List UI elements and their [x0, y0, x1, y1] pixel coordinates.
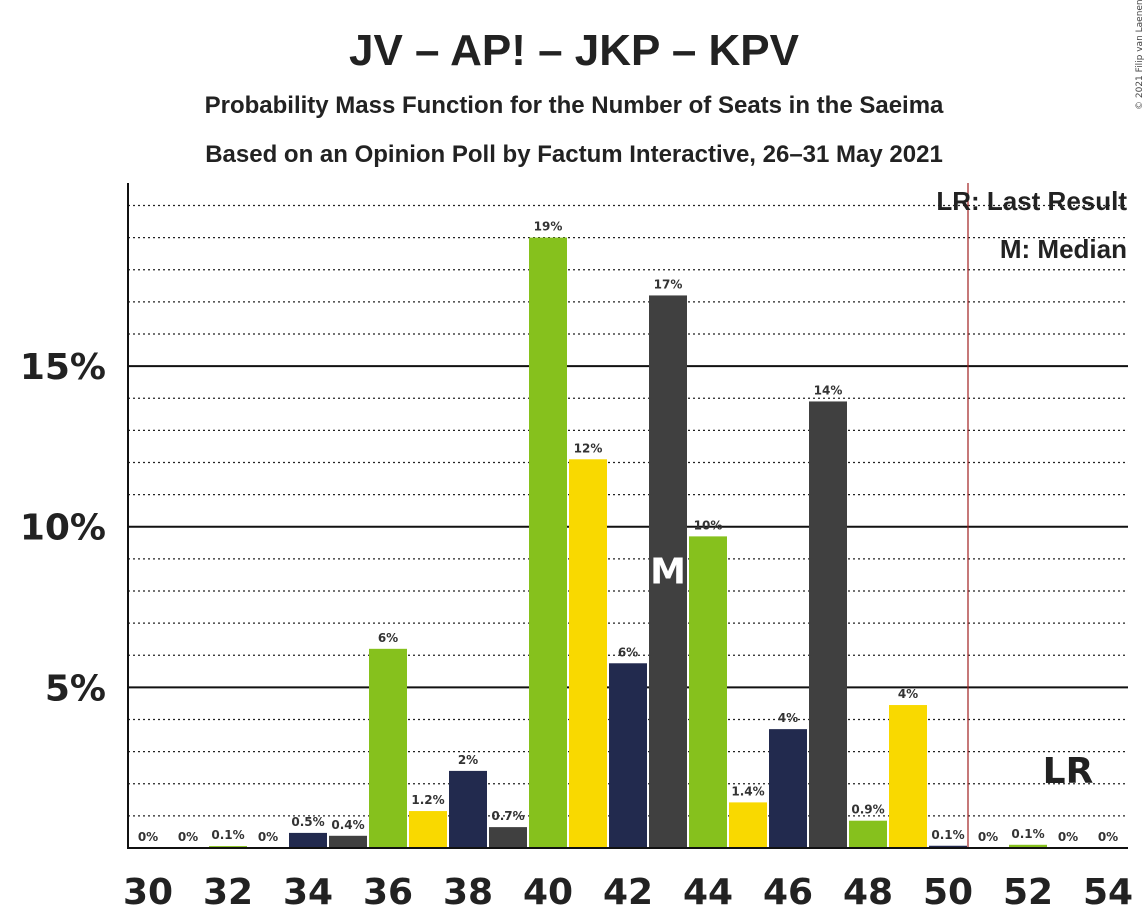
x-tick-label: 36: [363, 872, 413, 913]
data-label-seat-43: 17%: [654, 277, 683, 291]
x-tick-label: 30: [123, 872, 173, 913]
y-tick-label: 10%: [20, 508, 106, 549]
y-tick-label: 15%: [20, 347, 106, 388]
data-label-seat-31: 0%: [178, 830, 198, 844]
data-label-seat-50: 0.1%: [931, 828, 964, 842]
data-label-seat-54: 0%: [1098, 830, 1118, 844]
data-label-seat-44: 10%: [694, 518, 723, 532]
bar-seat-35: [329, 835, 367, 848]
data-label-seat-51: 0%: [978, 830, 998, 844]
copyright-note: © 2021 Filip van Laenen: [1135, 0, 1145, 110]
data-label-seat-46: 4%: [778, 711, 798, 725]
bar-seat-38: [449, 770, 487, 848]
data-label-seat-48: 0.9%: [851, 803, 884, 817]
chart-subtitle: Probability Mass Function for the Number…: [205, 92, 944, 119]
data-label-seat-53: 0%: [1058, 830, 1078, 844]
bar-seat-47: [809, 401, 847, 848]
data-labels-group: 0% 0% 0.1% 0% 0.5% 0.4% 6% 1.2% 2% 0.7% 19% 12% 6% 17…: [138, 220, 1118, 844]
data-label-seat-37: 1.2%: [411, 793, 444, 807]
bar-seat-48: [849, 820, 887, 848]
data-label-seat-52: 0.1%: [1011, 827, 1044, 841]
x-tick-label: 44: [683, 872, 733, 913]
data-label-seat-35: 0.4%: [331, 818, 364, 832]
data-label-seat-38: 2%: [458, 753, 478, 767]
chart-subtitle-poll: Based on an Opinion Poll by Factum Inter…: [205, 141, 943, 168]
x-tick-label: 46: [763, 872, 813, 913]
bar-seat-44: [689, 536, 727, 848]
bar-seat-40: [529, 237, 567, 848]
data-label-seat-32: 0.1%: [211, 828, 244, 842]
data-label-seat-33: 0%: [258, 830, 278, 844]
legend-median: M: Median: [1000, 234, 1127, 264]
bar-seat-37: [409, 811, 447, 848]
bar-seat-42: [609, 663, 647, 848]
x-tick-label: 40: [523, 872, 573, 913]
bar-seat-52: [1009, 844, 1047, 848]
axes-group: 5% 10% 15% 30 32 34 36 38 40 42 44 46 48 50 52 54: [20, 183, 1133, 913]
data-label-seat-41: 12%: [574, 441, 603, 455]
data-label-seat-42: 6%: [618, 645, 638, 659]
data-label-seat-40: 19%: [534, 220, 563, 234]
bar-seat-45: [729, 802, 767, 848]
bar-seat-49: [889, 705, 927, 848]
bar-seat-50: [929, 845, 967, 848]
data-label-seat-34: 0.5%: [291, 815, 324, 829]
chart-title: JV – AP! – JKP – KPV: [349, 26, 800, 75]
data-label-seat-30: 0%: [138, 830, 158, 844]
y-tick-label: 5%: [45, 668, 106, 709]
legend-last-result: LR: Last Result: [936, 186, 1127, 216]
data-label-seat-49: 4%: [898, 687, 918, 701]
x-tick-label: 34: [283, 872, 333, 913]
x-tick-label: 32: [203, 872, 253, 913]
bar-seat-41: [569, 459, 607, 848]
x-tick-label: 42: [603, 872, 653, 913]
grid-lines: [128, 204, 1128, 817]
data-label-seat-47: 14%: [814, 383, 843, 397]
data-label-seat-36: 6%: [378, 631, 398, 645]
x-tick-label: 54: [1083, 872, 1133, 913]
median-marker: M: [650, 552, 686, 593]
data-label-seat-39: 0.7%: [491, 809, 524, 823]
x-tick-label: 50: [923, 872, 973, 913]
bar-seat-34: [289, 832, 327, 848]
bars-group: [209, 237, 1047, 849]
bar-seat-43: [649, 295, 687, 849]
bar-seat-46: [769, 729, 807, 848]
last-result-marker: LR: [1043, 751, 1094, 792]
x-tick-label: 52: [1003, 872, 1053, 913]
x-tick-label: 38: [443, 872, 493, 913]
bar-seat-39: [489, 827, 527, 848]
data-label-seat-45: 1.4%: [731, 784, 764, 798]
bar-seat-36: [369, 648, 407, 848]
x-tick-label: 48: [843, 872, 893, 913]
